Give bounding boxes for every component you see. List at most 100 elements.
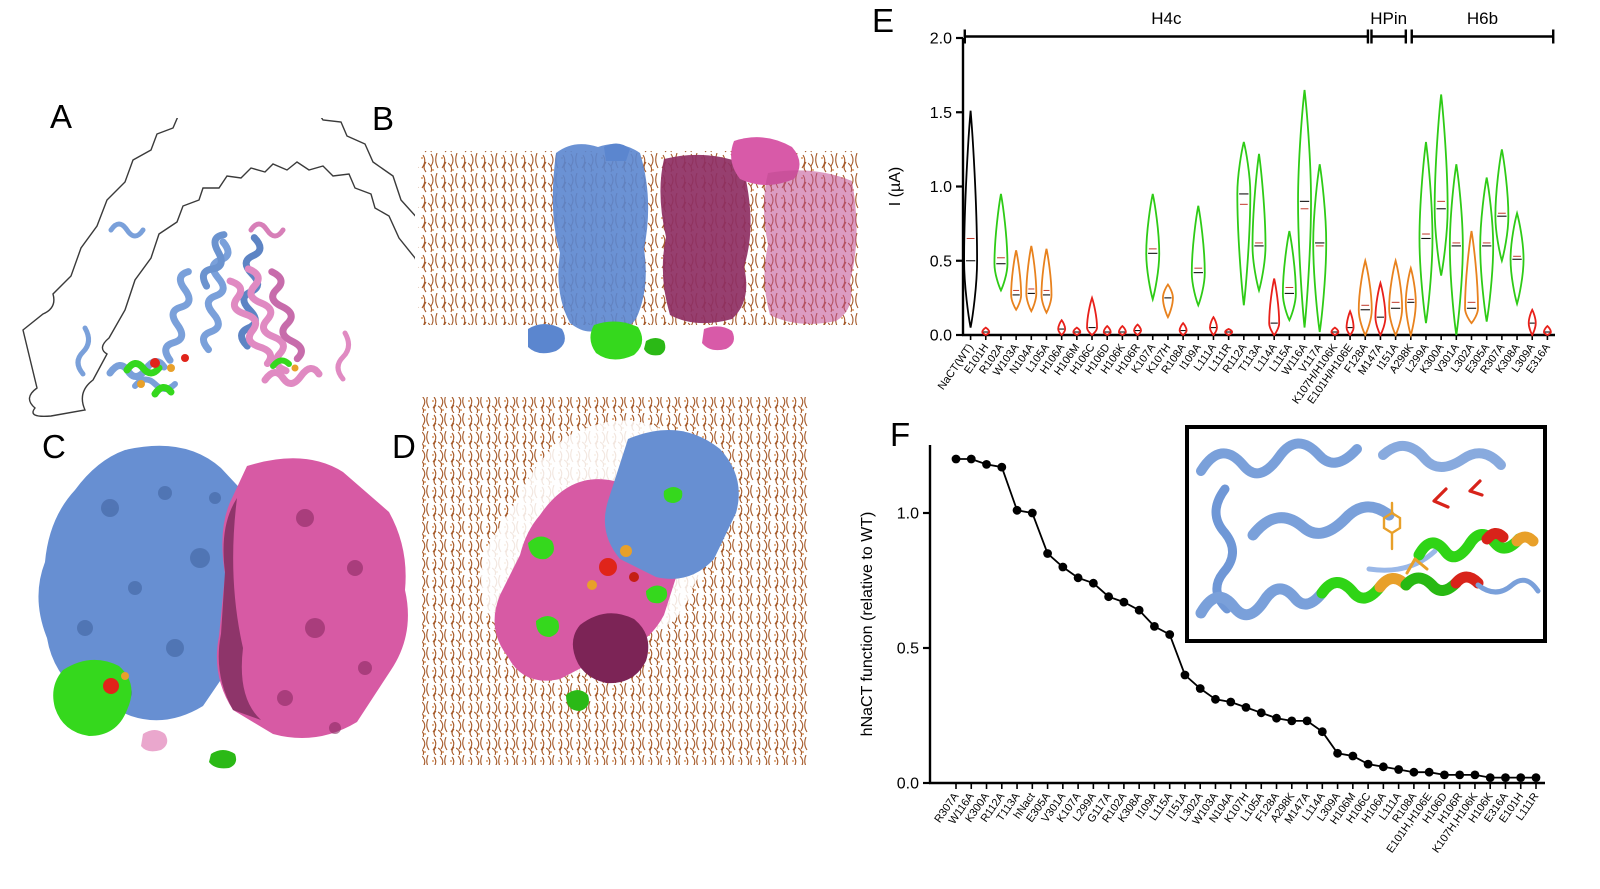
f-point-L111A (1394, 765, 1404, 774)
f-point-L302A (1195, 684, 1205, 693)
blue-loop (1366, 548, 1438, 573)
f-point-K107H,H106K (1470, 770, 1480, 780)
violin-E305A (1479, 177, 1495, 322)
violin-K107H/H106K (1330, 326, 1340, 336)
violin-I151A (1388, 257, 1404, 338)
blue-bottom-lobe (528, 324, 565, 354)
violin-E101H/H106E (1345, 308, 1355, 337)
violin-L302A (1464, 230, 1479, 325)
violin-I109A (1190, 205, 1206, 308)
violin-NaCT(WT) (963, 110, 978, 328)
blue-strand-tail (1475, 577, 1541, 595)
f-point-L115A (1165, 630, 1175, 639)
panel-f-inset-ribbon (1185, 425, 1547, 643)
f-point-R108A (1409, 767, 1419, 777)
green-helix-bottom (1316, 577, 1386, 604)
svg-text:H6b: H6b (1467, 9, 1498, 28)
blue-protomer-ribbons (75, 221, 264, 392)
f-point-K107A (1073, 573, 1083, 583)
f-point-M147A (1302, 716, 1312, 726)
magenta-surface-shadows (277, 509, 372, 734)
orange-residue (121, 672, 129, 680)
violin-H106K (1117, 324, 1127, 336)
green-residue-small (644, 338, 666, 356)
violin-H106A (1057, 318, 1067, 337)
f-point-T113A (1012, 505, 1022, 515)
svg-text:1.0: 1.0 (897, 506, 919, 523)
blue-surface (38, 445, 254, 721)
f-point-H106A (1378, 762, 1388, 772)
violin-K107H (1162, 283, 1174, 320)
f-point-E305A (1043, 549, 1052, 558)
orange-stick-2 (1405, 557, 1429, 575)
blue-helix-mid (1247, 501, 1395, 541)
orange-helix-patch (1511, 531, 1539, 547)
f-point-E316A (1501, 773, 1510, 782)
violin-N104A (1025, 245, 1038, 314)
f-point-K300A (982, 460, 991, 469)
red-helix-patch (1481, 528, 1509, 545)
magenta-bottom-lobe (702, 326, 734, 351)
green-bottom-bit (209, 750, 237, 769)
violin-E316A (1543, 324, 1552, 336)
violin-R102A (993, 193, 1009, 293)
violin-L309A (1527, 307, 1537, 337)
f-point-I151A (1180, 670, 1190, 680)
blue-helix-left (1211, 484, 1237, 614)
blue-helix-top (1196, 438, 1362, 479)
blue-helix-bottom (1195, 583, 1328, 621)
violin-K308A (1509, 209, 1525, 308)
violin-L115A (1281, 230, 1297, 323)
magenta-protomer-dark-surface (660, 154, 751, 324)
pink-protomer-ribbons (226, 221, 351, 387)
blue-top-lump (604, 143, 630, 161)
svg-text:2.0: 2.0 (930, 31, 952, 48)
violin-L114A (1268, 278, 1281, 337)
panel-d-label: D (392, 428, 416, 465)
dimer-interface-shadow (218, 498, 261, 720)
panel-c-label: C (42, 428, 66, 465)
inset-border (1187, 427, 1545, 641)
f-point-L111R (1531, 773, 1541, 782)
f-point-L299A (1088, 578, 1098, 588)
blue-subunit-top (604, 430, 739, 579)
svg-text:H4c: H4c (1151, 9, 1182, 28)
svg-text:I (µA): I (µA) (887, 167, 904, 206)
violin-M147A (1374, 279, 1387, 337)
panel-f-line-chart: 0.0 0.5 1.0 hNaCT function (relative to WT)… (859, 445, 1545, 855)
violin-L105A (1040, 248, 1053, 315)
violin-W103A (1010, 250, 1023, 312)
panel-a-label: A (50, 98, 73, 135)
svg-text:1.5: 1.5 (930, 105, 952, 122)
svg-text:hNaCT function (relative to WT: hNaCT function (relative to WT) (859, 512, 876, 737)
f-point-H106K (1485, 773, 1495, 782)
svg-text:0.5: 0.5 (930, 253, 952, 270)
red-residue (103, 678, 119, 694)
f-point-E101H (1516, 773, 1526, 782)
f-point-W103A (1211, 694, 1220, 704)
green-residue-patch (53, 659, 132, 736)
red-helix-bottom (1450, 571, 1484, 589)
violin-R112A (1236, 141, 1252, 306)
svg-text:0.0: 0.0 (930, 328, 952, 345)
f-point-A298K (1287, 716, 1297, 726)
violin-E101H (981, 326, 991, 336)
violin-K107A (1145, 193, 1161, 303)
panel-b-membrane-side (418, 137, 860, 360)
violin-R108A (1178, 321, 1188, 337)
panel-e-label: E (872, 2, 895, 39)
violin-L299A (1418, 141, 1434, 324)
f-point-R112A (997, 462, 1007, 472)
f-point-I109A (1150, 622, 1159, 631)
violin-K300A (1433, 94, 1449, 276)
svg-text:0.0: 0.0 (897, 776, 919, 793)
f-point-N104A (1226, 697, 1236, 707)
f-point-R102A (1119, 597, 1129, 607)
residue-cluster (123, 354, 299, 398)
f-point-H106D (1440, 770, 1449, 780)
residue-cluster-top (528, 487, 683, 711)
f-point-K308A (1134, 605, 1144, 615)
f-point-H106C (1363, 759, 1373, 769)
f-point-K107H (1241, 703, 1251, 712)
